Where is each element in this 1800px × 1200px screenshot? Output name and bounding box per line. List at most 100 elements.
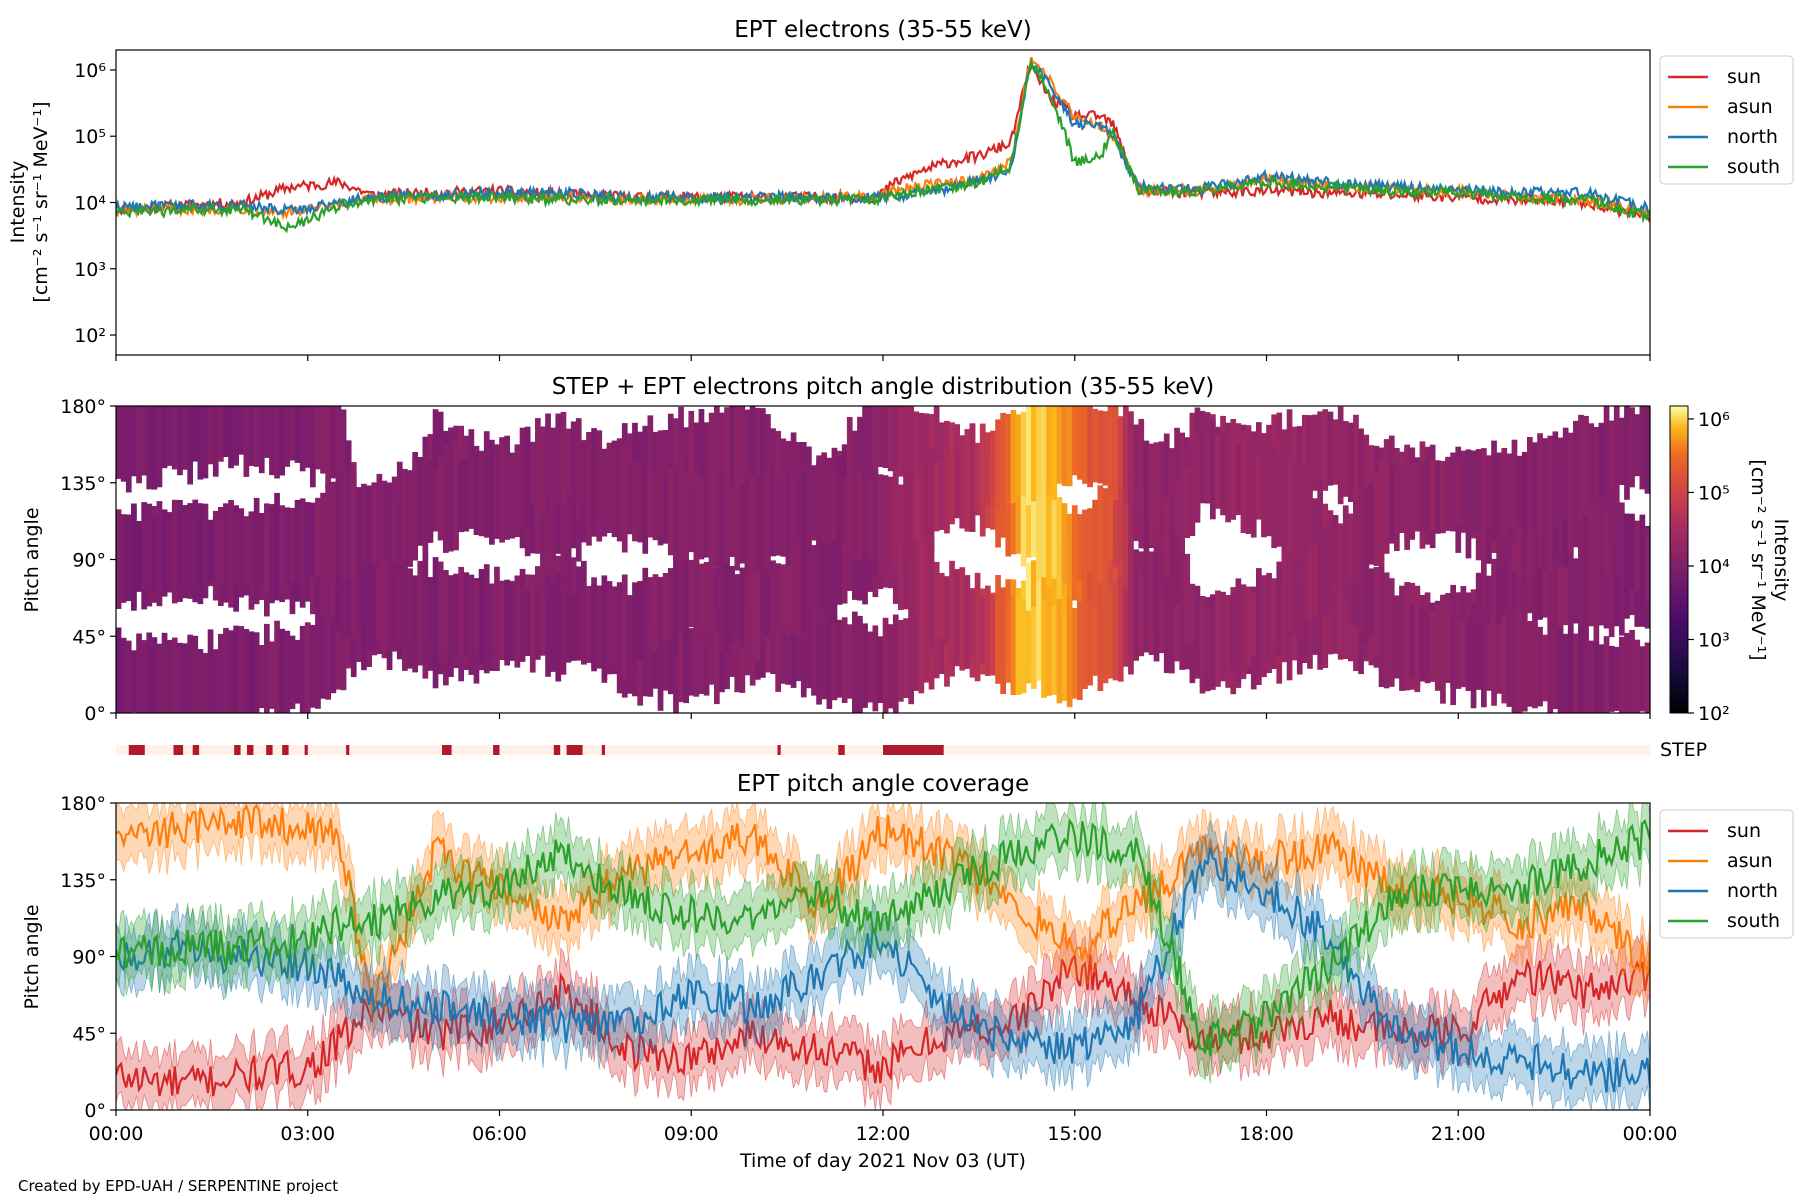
pad-cell [1031,560,1037,653]
pad-cell [1184,467,1191,538]
pad-cell [1194,433,1201,523]
pad-cell [335,406,342,487]
pad-cell [1624,546,1630,619]
pad-cell [1404,446,1411,550]
pad-cell [1189,583,1196,646]
pad-cell [790,545,797,635]
pad-cell [765,606,771,673]
pad-cell [652,474,659,541]
pad-cell [340,591,347,691]
pad-cell [1210,594,1216,688]
pad-cell [1363,434,1370,511]
pad-cell [903,618,909,698]
pad-cell [1296,466,1303,570]
pad-cell [1174,427,1180,528]
pad-cell [1496,452,1503,530]
pitch-coverage-panel: EPT pitch angle coverage 0° 45° 90° 135° 180… [21,771,1794,1172]
pad-cell [1107,542,1114,632]
pad-cell [330,546,337,617]
step-segment [234,745,241,755]
pad-cell [770,560,776,642]
pad-cell [1046,406,1053,495]
pad-cell [1434,604,1441,691]
step-bars [128,745,944,755]
pad-cell [1031,406,1037,502]
pad-cell [908,526,915,619]
step-segment [601,745,605,755]
pad-cell [412,575,419,641]
pad-cell [739,567,746,647]
pad-cell [1624,513,1630,580]
pad-cell [1312,544,1318,617]
step-label: STEP [1660,739,1707,761]
pad-cell [1215,590,1221,687]
pad-cell [1036,551,1042,652]
pad-cell [1608,645,1615,712]
pad-cell [693,422,700,490]
coverage-lines [116,803,1650,1110]
pad-cell [749,566,756,653]
pad-cell [177,406,183,476]
pad-cell [841,522,848,604]
pad-cell [141,522,148,590]
pad-cell [529,441,536,506]
pad-cell [667,413,674,512]
pad-cell [391,562,398,649]
pad-cell [708,622,715,685]
pad-cell [330,406,337,479]
pad-cell [131,503,137,611]
pad-cell [703,562,710,634]
pad-cell [1291,559,1298,635]
pad-cell [1077,601,1083,700]
pad-cell [1174,481,1180,573]
pad-cell [657,430,664,501]
pad-cell [1593,641,1600,713]
pad-cell [1240,584,1247,673]
panel1-title: EPT electrons (35-55 keV) [734,17,1031,43]
pad-cell [1133,479,1140,541]
pad-cell [299,498,306,588]
pad-cell [867,479,874,562]
pad-cell [202,406,209,479]
pad-cell [1169,510,1175,600]
pad-cell [760,408,766,489]
pad-cell [1087,533,1093,620]
pad-cell [1056,406,1063,484]
pad-cell [1583,546,1589,641]
pad-cell [1542,634,1549,702]
pad-cell [826,460,833,548]
pad-cell [1373,471,1380,566]
pad-cell [1327,584,1334,655]
pad-cell [1552,632,1559,710]
pad-cell [949,452,955,525]
pad-cell [1071,505,1078,597]
pad-cell [540,426,546,510]
pad-cell [1153,522,1160,631]
pad-cell [540,594,546,656]
pad-cell [320,406,326,474]
pad-cell [1051,551,1058,623]
pad-cell [1143,440,1150,519]
pad-cell [177,642,183,713]
pad-cell [361,547,367,650]
pad-cell [1317,529,1324,623]
pad-cell [1302,557,1308,620]
pad-cell [1179,592,1186,670]
pad-cell [846,470,853,554]
pad-cell [1424,606,1431,684]
pad-cell [1419,606,1426,682]
pad-cell [233,512,240,590]
pad-cell [402,559,408,654]
pad-cell [1368,568,1375,637]
pad-cell [729,566,736,643]
pad-cell [141,406,148,476]
pad-cell [647,415,654,521]
pad-cell [1138,418,1145,511]
x-tick-label: 09:00 [664,1123,719,1145]
pad-cell [396,569,403,643]
pad-cell [923,413,930,485]
pad-cell [1440,594,1446,704]
pad-cell [698,563,705,630]
pad-cell [304,502,311,583]
pad-cell [662,573,669,642]
